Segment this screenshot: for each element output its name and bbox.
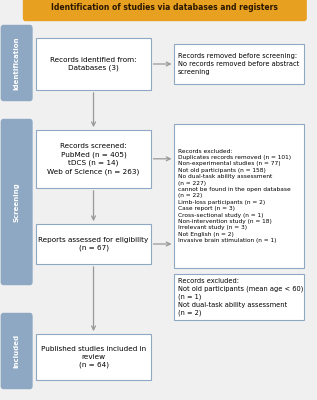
Text: Records removed before screening:
No records removed before abstract
screening: Records removed before screening: No rec…	[178, 53, 299, 75]
Text: Records excluded:
Duplicates records removed (n = 101)
Non-experimental studies : Records excluded: Duplicates records rem…	[178, 149, 291, 243]
FancyBboxPatch shape	[36, 38, 151, 90]
FancyBboxPatch shape	[174, 44, 304, 84]
Text: Included: Included	[14, 334, 20, 368]
Text: Reports assessed for eligibility
(n = 67): Reports assessed for eligibility (n = 67…	[38, 237, 149, 251]
Text: Records screened:
PubMed (n = 405)
tDCS (n = 14)
Web of Science (n = 263): Records screened: PubMed (n = 405) tDCS …	[47, 143, 140, 175]
FancyBboxPatch shape	[1, 25, 33, 101]
FancyBboxPatch shape	[1, 119, 33, 285]
FancyBboxPatch shape	[174, 124, 304, 268]
Text: Identification: Identification	[14, 36, 20, 90]
FancyBboxPatch shape	[36, 130, 151, 188]
Text: Published studies included in
review
(n = 64): Published studies included in review (n …	[41, 346, 146, 368]
Text: Records excluded:
Not old participants (mean age < 60)
(n = 1)
Not dual-task abi: Records excluded: Not old participants (…	[178, 278, 304, 316]
FancyBboxPatch shape	[23, 0, 307, 21]
Text: Identification of studies via databases and registers: Identification of studies via databases …	[51, 4, 278, 12]
FancyBboxPatch shape	[36, 224, 151, 264]
FancyBboxPatch shape	[174, 274, 304, 320]
Text: Screening: Screening	[14, 182, 20, 222]
Text: Records identified from:
Databases (3): Records identified from: Databases (3)	[50, 57, 137, 71]
FancyBboxPatch shape	[36, 334, 151, 380]
FancyBboxPatch shape	[1, 313, 33, 389]
